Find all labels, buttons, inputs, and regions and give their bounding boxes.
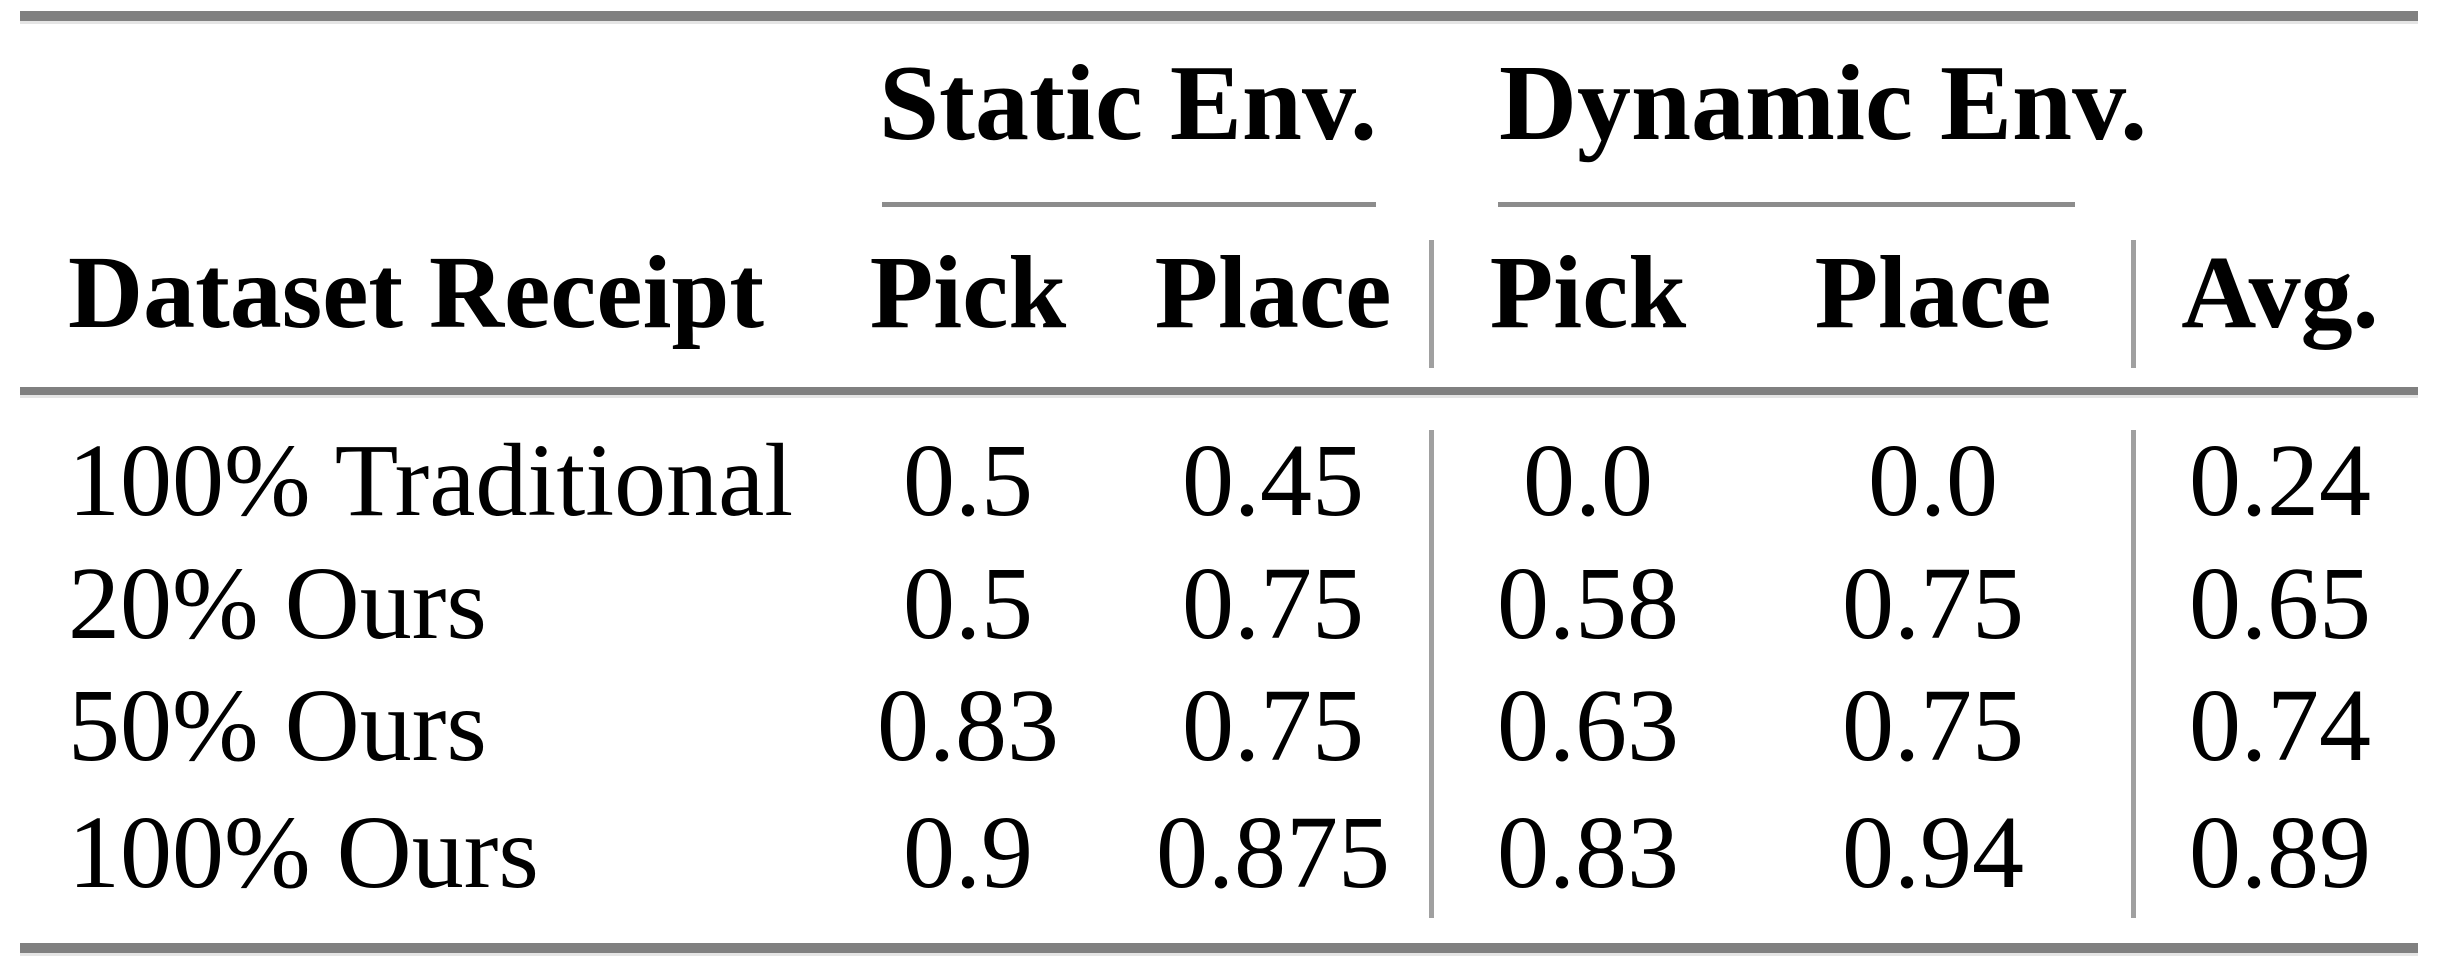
- cell-dynamic-pick: 0.0: [1523, 423, 1653, 538]
- table-top-rule: [20, 11, 2418, 21]
- cell-static-place: 0.45: [1182, 423, 1364, 538]
- cell-dynamic-pick: 0.58: [1497, 546, 1679, 661]
- cell-dynamic-place: 0.75: [1842, 668, 2024, 783]
- cell-static-pick: 0.5: [903, 423, 1033, 538]
- column-separator: [1429, 430, 1434, 918]
- column-header-dataset-receipt: Dataset Receipt: [68, 235, 764, 350]
- dynamic-env-underline: [1498, 202, 2075, 207]
- column-separator: [2131, 430, 2136, 918]
- cell-dataset-receipt: 50% Ours: [68, 668, 487, 783]
- cell-avg: 0.74: [2189, 668, 2371, 783]
- cell-static-place: 0.75: [1182, 668, 1364, 783]
- cell-dynamic-pick: 0.63: [1497, 668, 1679, 783]
- cell-avg: 0.65: [2189, 546, 2371, 661]
- cell-static-place: 0.75: [1182, 546, 1364, 661]
- cell-static-pick: 0.5: [903, 546, 1033, 661]
- table-row: 100% Traditional 0.5 0.45 0.0 0.0 0.24: [0, 429, 2440, 541]
- cell-dataset-receipt: 100% Traditional: [68, 423, 794, 538]
- static-env-underline: [882, 202, 1376, 207]
- cell-static-place: 0.875: [1156, 795, 1390, 910]
- cell-dynamic-place: 0.94: [1842, 795, 2024, 910]
- cell-static-pick: 0.83: [877, 668, 1059, 783]
- column-separator: [1429, 240, 1434, 368]
- column-header-static-pick: Pick: [869, 235, 1067, 350]
- cell-avg: 0.89: [2189, 795, 2371, 910]
- table-row: 50% Ours 0.83 0.75 0.63 0.75 0.74: [0, 674, 2440, 786]
- cell-static-pick: 0.9: [903, 795, 1033, 910]
- group-header-dynamic-env: Dynamic Env.: [1499, 44, 2148, 163]
- column-header-dynamic-place: Place: [1814, 235, 2052, 350]
- cell-dynamic-place: 0.75: [1842, 546, 2024, 661]
- column-separator: [2131, 240, 2136, 368]
- group-header-static-env: Static Env.: [878, 44, 1378, 163]
- cell-dataset-receipt: 20% Ours: [68, 546, 487, 661]
- cell-dynamic-place: 0.0: [1868, 423, 1998, 538]
- cell-avg: 0.24: [2189, 423, 2371, 538]
- column-header-dynamic-pick: Pick: [1489, 235, 1687, 350]
- table-bottom-rule: [20, 943, 2418, 953]
- table-row: 100% Ours 0.9 0.875 0.83 0.94 0.89: [0, 801, 2440, 913]
- cell-dataset-receipt: 100% Ours: [68, 795, 539, 910]
- table-header-rule: [20, 387, 2418, 395]
- table-row: 20% Ours 0.5 0.75 0.58 0.75 0.65: [0, 552, 2440, 664]
- cell-dynamic-pick: 0.83: [1497, 795, 1679, 910]
- column-header-avg: Avg.: [2181, 235, 2379, 350]
- column-header-static-place: Place: [1154, 235, 1392, 350]
